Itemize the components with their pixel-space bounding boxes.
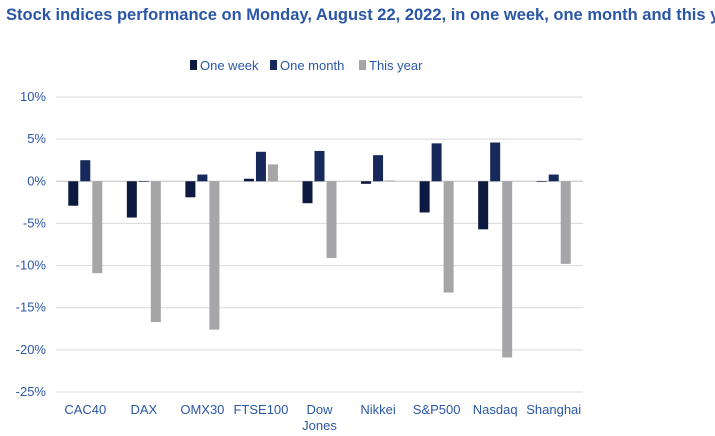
y-tick-label: -10%	[16, 258, 47, 273]
legend-swatch	[270, 60, 277, 70]
bar-dax-one-week	[126, 181, 137, 218]
bar-ftse100-one-month	[255, 151, 266, 182]
bar-s-p500-this-year	[443, 181, 454, 293]
x-tick-label: Shanghai	[526, 402, 581, 417]
bar-s-p500-one-month	[431, 143, 442, 182]
x-tick-label: S&P500	[413, 402, 461, 417]
bar-dax-this-year	[150, 181, 161, 323]
bar-nasdaq-one-week	[478, 181, 489, 230]
x-tick-label: Nasdaq	[473, 402, 518, 417]
x-tick-label: OMX30	[180, 402, 224, 417]
y-axis-ticks: -25% -20% -15% -10% -5% 0% 5% 10%	[16, 89, 47, 399]
bar-cac40-one-week	[68, 181, 79, 206]
y-tick-label: 0%	[27, 173, 46, 188]
x-tick-label: Nikkei	[360, 402, 396, 417]
bar-omx30-one-week	[185, 181, 196, 198]
bar-omx30-this-year	[209, 181, 220, 330]
bar-cac40-one-month	[80, 160, 91, 182]
bars	[68, 142, 571, 358]
chart-legend: One week One month This year	[190, 58, 423, 73]
bar-dax-one-month	[138, 181, 149, 182]
bar-shanghai-one-month	[548, 174, 559, 182]
legend-swatch	[190, 60, 197, 70]
y-tick-label: 10%	[20, 89, 46, 104]
y-tick-label: -5%	[23, 215, 47, 230]
bar-shanghai-one-week	[536, 181, 547, 182]
bar-ftse100-this-year	[267, 164, 278, 182]
bar-shanghai-this-year	[560, 181, 571, 264]
chart-title: Stock indices performance on Monday, Aug…	[6, 6, 715, 24]
bar-s-p500-one-week	[419, 181, 430, 213]
bar-nasdaq-one-month	[490, 142, 501, 182]
y-tick-label: -15%	[16, 300, 47, 315]
bar-dow-jones-one-week	[302, 181, 313, 204]
bar-nikkei-this-year	[385, 180, 396, 182]
x-axis-ticks: CAC40 DAX OMX30 FTSE100 Dow Jones Nikkei S&P500…	[64, 402, 581, 433]
legend-swatch	[359, 60, 366, 70]
legend-label: One month	[280, 58, 344, 73]
legend-label: This year	[369, 58, 423, 73]
bar-cac40-this-year	[92, 181, 103, 274]
bar-dow-jones-this-year	[326, 181, 337, 258]
x-tick-label: Dow Jones	[302, 402, 337, 433]
x-tick-label: CAC40	[64, 402, 106, 417]
y-tick-label: -25%	[16, 384, 47, 399]
gridlines	[56, 96, 583, 393]
bar-nikkei-one-week	[361, 181, 372, 184]
x-tick-label: DAX	[130, 402, 157, 417]
legend-label: One week	[200, 58, 259, 73]
bar-omx30-one-month	[197, 174, 208, 182]
bar-nikkei-one-month	[373, 155, 384, 182]
x-tick-label: FTSE100	[233, 402, 288, 417]
y-tick-label: -20%	[16, 342, 47, 357]
bar-nasdaq-this-year	[502, 181, 513, 358]
y-tick-label: 5%	[27, 131, 46, 146]
bar-ftse100-one-week	[243, 178, 254, 182]
bar-dow-jones-one-month	[314, 150, 325, 182]
